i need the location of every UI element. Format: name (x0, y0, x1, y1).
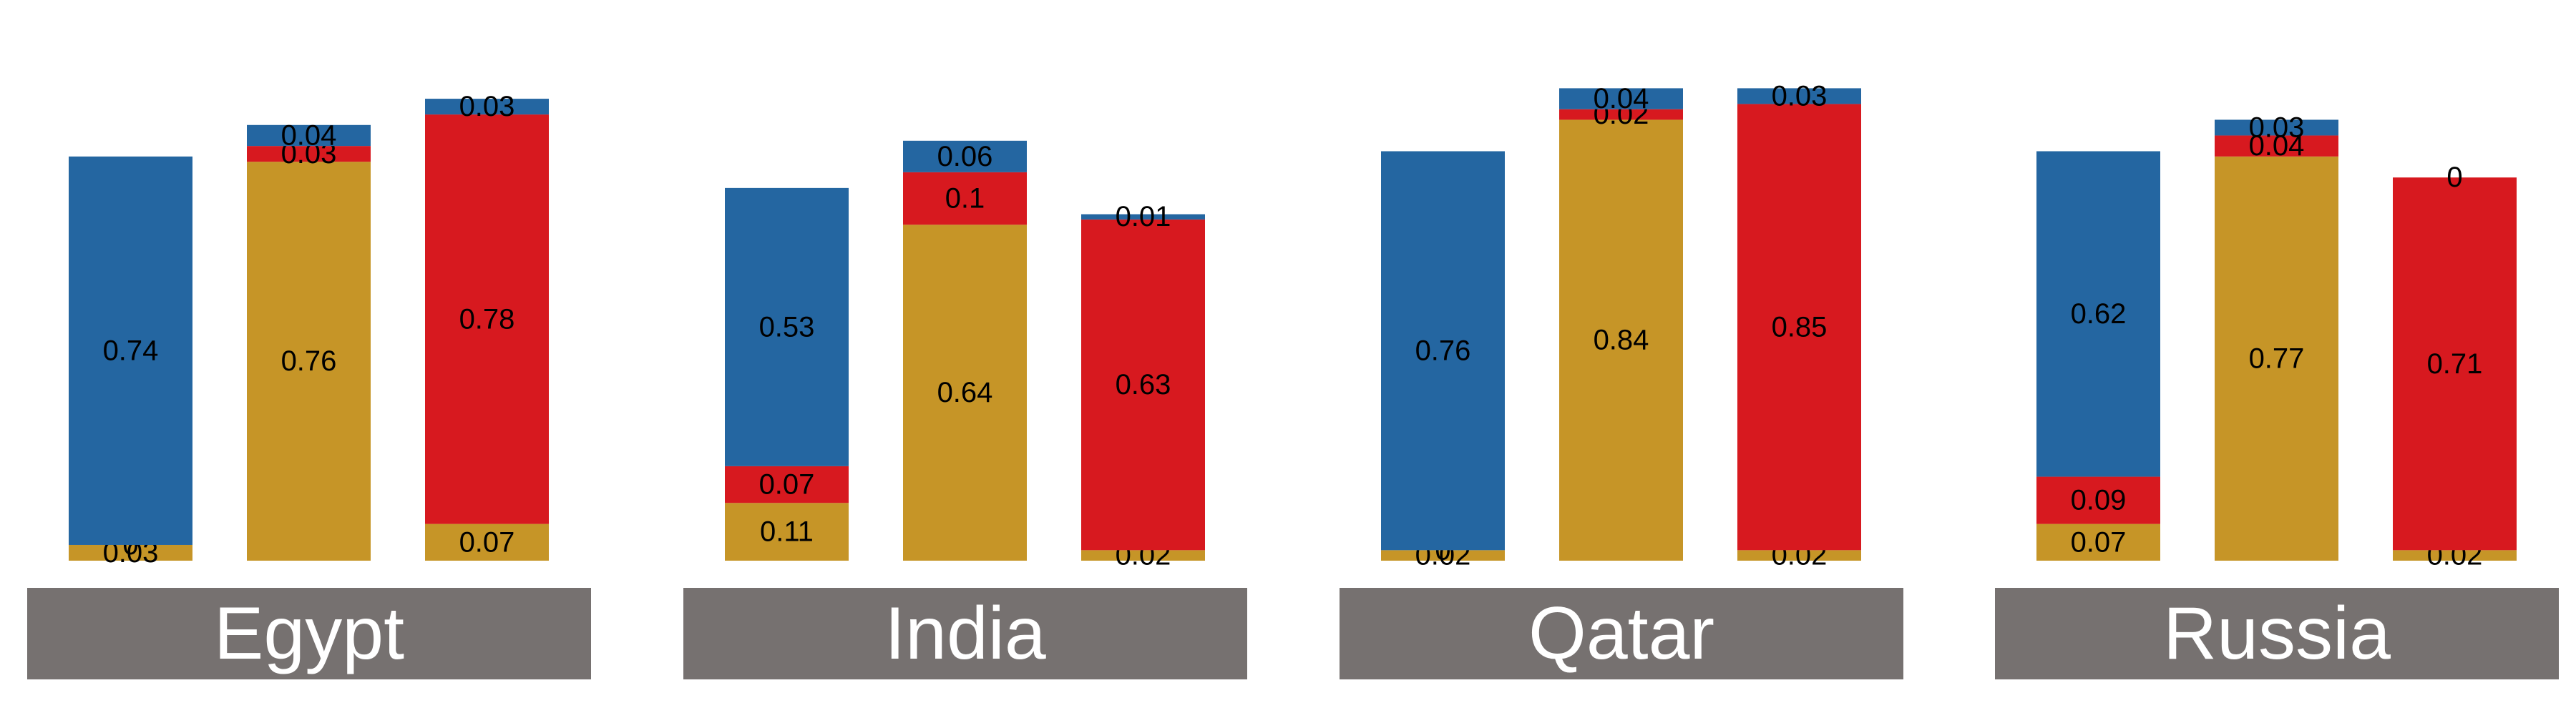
panel-label: India (884, 592, 1046, 675)
data-label-blue: 0.74 (103, 335, 159, 366)
bar-segment-red (425, 114, 549, 524)
bar-segment-red (725, 466, 849, 503)
bar-segment-gold (1559, 119, 1683, 561)
bar-2: 0.77 0.040.03 (2215, 112, 2338, 561)
bar-segment-red (247, 146, 371, 162)
bar-segment-red (1081, 219, 1205, 551)
bar-segment-red (1737, 104, 1861, 551)
bar-segment-gold (1737, 550, 1861, 561)
bar-3: 0.020.630.01 (1081, 201, 1205, 571)
bar-3: 0.020.710 (2393, 162, 2517, 571)
bar-2: 0.840.020.04 (1559, 83, 1683, 561)
bar-1: 0.0200.76 (1381, 151, 1505, 571)
bar-segment-gold (2215, 156, 2338, 561)
bar-segment-gold (903, 225, 1027, 561)
bar-segment-gold (247, 162, 371, 561)
data-label-blue: 0.03 (1772, 80, 1828, 112)
data-label-blue: 0.01 (1116, 201, 1171, 232)
bar-segment-gold (725, 503, 849, 561)
panel-label: Russia (2163, 592, 2391, 675)
panel-label: Qatar (1528, 592, 1714, 675)
bar-segment-blue (903, 140, 1027, 172)
panel-label-box (683, 588, 1247, 679)
data-label-gold: 0.84 (1594, 325, 1649, 356)
data-label-blue: 0.04 (281, 119, 337, 151)
bar-segment-gold (2393, 550, 2517, 561)
bar-segment-blue (69, 156, 192, 545)
data-label-red: 0.63 (1116, 369, 1171, 400)
data-label-blue: 0.03 (459, 91, 515, 122)
bar-segment-red (1559, 109, 1683, 120)
data-label-red: 0.09 (2071, 485, 2127, 516)
bar-segment-gold (1381, 550, 1505, 561)
bar-1: 0.07 0.09 0.62 (2036, 151, 2160, 561)
bar-3: 0.020.850.03 (1737, 80, 1861, 571)
bar-segment-red (2393, 177, 2517, 551)
bar-segment-blue (425, 99, 549, 115)
bar-2: 0.760.030.04 (247, 119, 371, 561)
data-label-gold: 0.11 (760, 516, 814, 548)
bar-segment-gold (69, 544, 192, 561)
data-label-red: 0.07 (759, 469, 815, 501)
bar-1: 0.11 0.07 0.53 (725, 187, 849, 561)
data-label-red: 0.1 (945, 183, 985, 215)
data-label-red: 0.78 (459, 303, 515, 335)
panel-label-box (1340, 588, 1903, 679)
panel-label: Egypt (214, 592, 404, 675)
bar-1: 0.0300.74 (69, 156, 192, 569)
data-label-blue: 0.06 (937, 141, 993, 172)
data-label-blue: 0.03 (2249, 112, 2305, 143)
bar-segment-gold (425, 523, 549, 561)
data-label-blue: 0.53 (759, 311, 815, 343)
bar-segment-blue (1081, 214, 1205, 220)
data-label-gold: 0.76 (281, 345, 337, 377)
bar-segment-blue (1381, 151, 1505, 551)
data-label-red: 0.85 (1772, 311, 1828, 343)
bar-segment-blue (2215, 119, 2338, 136)
data-label-red: 0.04 (2249, 130, 2305, 162)
bar-segment-gold (1081, 550, 1205, 561)
data-label-gold: 0.07 (459, 526, 515, 558)
data-label-blue: 0 (2446, 162, 2462, 193)
panel-egypt: 0.0300.74 0.760.030.04 0.07 0.78 0.03 Egypt (27, 91, 591, 679)
bar-segment-blue (1737, 88, 1861, 104)
data-label-blue: 0.62 (2071, 298, 2127, 330)
bar-segment-blue (1559, 88, 1683, 109)
bar-2: 0.64 0.1 0.06 (903, 140, 1027, 561)
panel-label-box (27, 588, 591, 679)
bar-segment-red (903, 172, 1027, 225)
bar-segment-red (2036, 476, 2160, 524)
data-label-gold: 0.07 (2071, 526, 2127, 558)
bar-segment-gold (2036, 523, 2160, 561)
panel-label-box (1995, 588, 2559, 679)
data-label-gold: 0.77 (2249, 343, 2305, 374)
bar-3: 0.07 0.78 0.03 (425, 91, 549, 561)
data-label-gold: 0.64 (937, 377, 993, 408)
bar-segment-blue (725, 187, 849, 466)
bar-segment-red (2215, 135, 2338, 157)
bar-segment-blue (2036, 151, 2160, 477)
data-label-blue: 0.04 (1594, 83, 1649, 114)
data-label-red: 0.71 (2427, 348, 2483, 380)
data-label-blue: 0.76 (1415, 335, 1471, 366)
bar-segment-blue (247, 124, 371, 147)
